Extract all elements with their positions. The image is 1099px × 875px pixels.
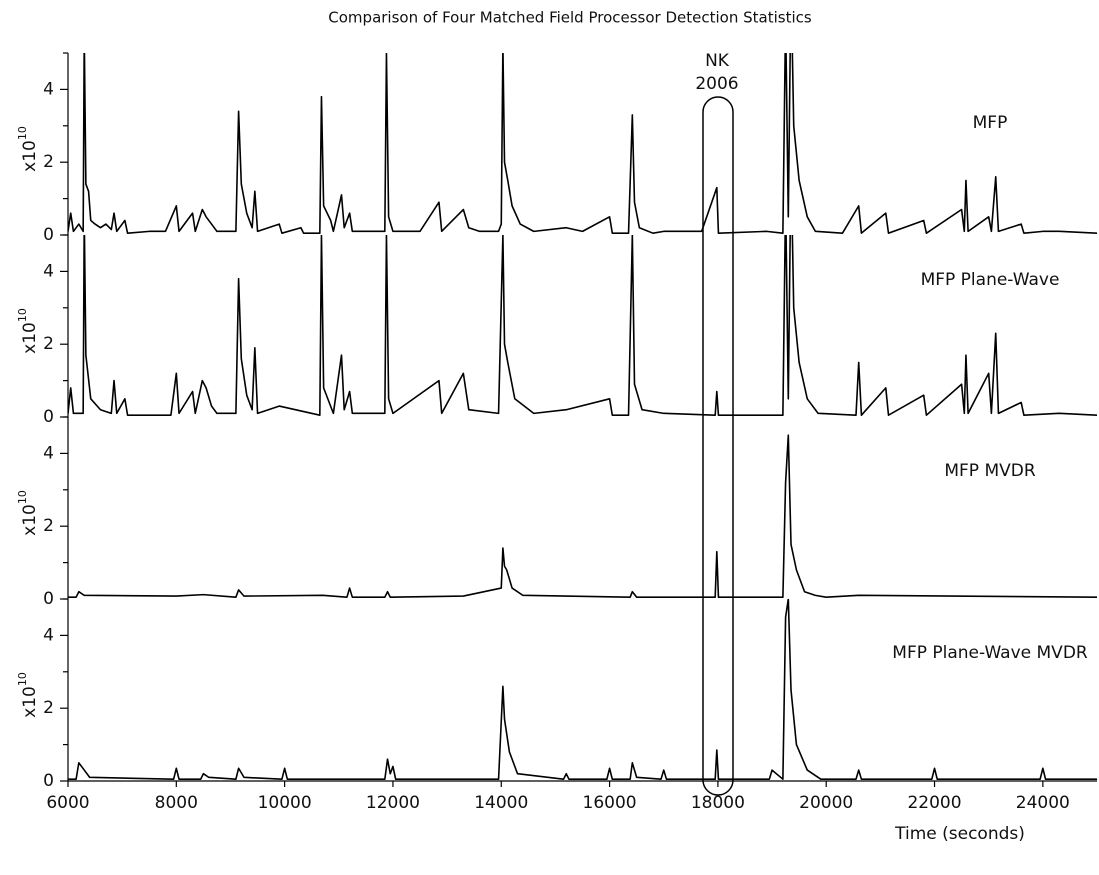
data-line — [68, 235, 1097, 416]
x-tick-label: 16000 — [583, 793, 637, 813]
x-tick-label: 22000 — [907, 793, 961, 813]
y-tick-label: 2 — [43, 152, 54, 172]
data-line — [68, 599, 1097, 780]
chart-title: Comparison of Four Matched Field Process… — [328, 9, 812, 27]
y-tick-label: 2 — [43, 516, 54, 536]
y-label-base: x10 — [20, 140, 40, 172]
x-tick-label: 24000 — [1016, 793, 1070, 813]
y-label-exponent: 10 — [16, 490, 29, 504]
y-tick-label: 0 — [43, 589, 54, 609]
y-label-exponent: 10 — [16, 308, 29, 322]
x-tick-label: 10000 — [258, 793, 312, 813]
y-label-base: x10 — [20, 504, 40, 536]
y-tick-label: 0 — [43, 225, 54, 245]
highlight-oval — [702, 96, 734, 796]
annotation: NK — [705, 51, 730, 71]
x-axis-label: Time (seconds) — [894, 824, 1025, 844]
y-axis-label: x1010 — [16, 672, 40, 718]
y-tick-label: 0 — [43, 771, 54, 791]
x-tick-label: 18000 — [691, 793, 745, 813]
x-tick-label: 8000 — [155, 793, 198, 813]
y-tick-label: 0 — [43, 407, 54, 427]
y-label-exponent: 10 — [16, 126, 29, 140]
data-line — [68, 434, 1097, 598]
y-tick-label: 2 — [43, 698, 54, 718]
y-axis-label: x1010 — [16, 490, 40, 536]
y-tick-label: 2 — [43, 334, 54, 354]
panel-label: MFP Plane-Wave MVDR — [892, 643, 1088, 663]
y-label-base: x10 — [20, 322, 40, 354]
panel-label: MFP — [973, 113, 1008, 133]
y-tick-label: 4 — [43, 261, 54, 281]
x-tick-label: 14000 — [474, 793, 528, 813]
y-label-exponent: 10 — [16, 672, 29, 686]
panel-label: MFP MVDR — [944, 461, 1035, 481]
y-tick-label: 4 — [43, 79, 54, 99]
x-tick-label: 12000 — [366, 793, 420, 813]
y-axis-label: x1010 — [16, 126, 40, 172]
panel-label: MFP Plane-Wave — [921, 270, 1060, 290]
y-axis-label: x1010 — [16, 308, 40, 354]
y-tick-label: 4 — [43, 625, 54, 645]
y-tick-label: 4 — [43, 443, 54, 463]
x-tick-label: 20000 — [799, 793, 853, 813]
data-line — [68, 53, 1097, 234]
x-tick-label: 6000 — [46, 793, 89, 813]
annotation: 2006 — [695, 74, 738, 94]
y-label-base: x10 — [20, 686, 40, 718]
